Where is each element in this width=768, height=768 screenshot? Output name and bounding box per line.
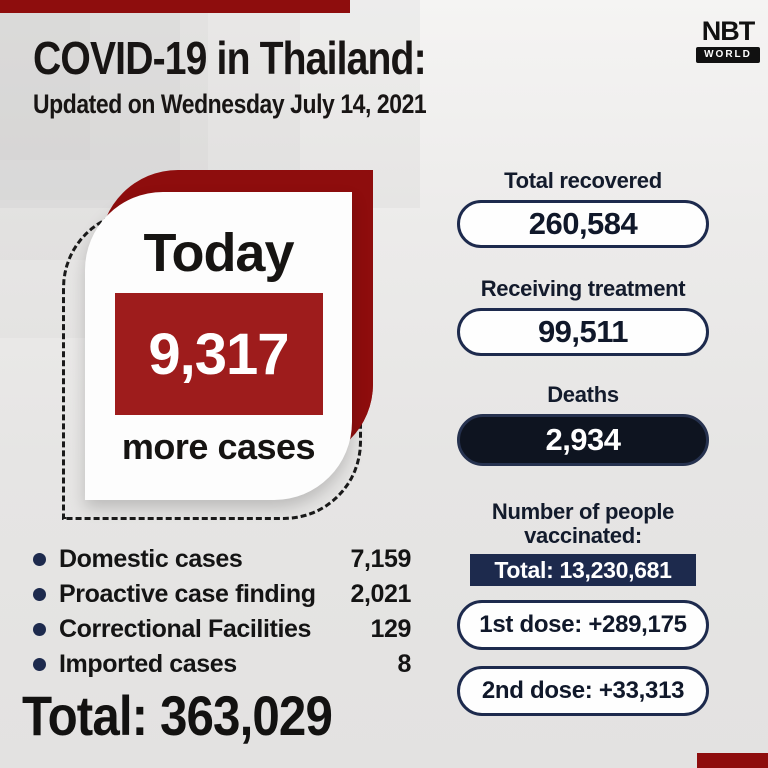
list-item: Domestic cases 7,159 <box>33 542 411 577</box>
first-dose-pill: 1st dose: +289,175 <box>457 600 709 651</box>
stat-label-deaths: Deaths <box>547 382 619 407</box>
breakdown-value: 8 <box>397 650 411 678</box>
breakdown-value: 7,159 <box>350 545 411 573</box>
vaccination-heading: Number of people vaccinated: <box>491 499 675 549</box>
today-caption: more cases <box>121 426 316 467</box>
vaccination-total-box: Total: 13,230,681 <box>470 554 696 587</box>
bullet-icon <box>33 658 46 671</box>
page-title: COVID-19 in Thailand: <box>33 32 427 84</box>
bullet-icon <box>33 588 46 601</box>
bottom-red-bar <box>697 753 768 768</box>
breakdown-label: Proactive case finding <box>59 580 316 608</box>
page-subtitle: Updated on Wednesday July 14, 2021 <box>33 89 427 120</box>
logo-world-badge: WORLD <box>696 47 760 63</box>
breakdown-label: Correctional Facilities <box>59 615 311 643</box>
bullet-icon <box>33 623 46 636</box>
breakdown-value: 2,021 <box>350 580 411 608</box>
background-photo <box>0 0 90 160</box>
stat-pill-treatment: 99,511 <box>457 308 709 356</box>
bullet-icon <box>33 553 46 566</box>
nbt-world-logo: NBT WORLD <box>696 18 760 63</box>
today-count-box: 9,317 <box>114 293 323 415</box>
today-card-body: Today 9,317 more cases <box>85 192 352 500</box>
stat-pill-deaths: 2,934 <box>457 414 709 466</box>
list-item: Correctional Facilities 129 <box>33 612 411 647</box>
grand-total: Total: 363,029 <box>22 684 333 747</box>
stat-label-treatment: Receiving treatment <box>480 276 686 301</box>
stat-pill-recovered: 260,584 <box>457 200 709 248</box>
stats-column: Total recovered 260,584 Receiving treatm… <box>448 168 718 717</box>
second-dose-pill: 2nd dose: +33,313 <box>457 666 709 717</box>
top-red-bar <box>0 0 350 13</box>
list-item: Proactive case finding 2,021 <box>33 577 411 612</box>
case-breakdown-list: Domestic cases 7,159 Proactive case find… <box>33 542 411 682</box>
breakdown-label: Domestic cases <box>59 545 243 573</box>
breakdown-label: Imported cases <box>59 650 237 678</box>
today-card: Today 9,317 more cases <box>62 165 382 530</box>
today-count: 9,317 <box>148 321 289 387</box>
today-label: Today <box>143 223 294 283</box>
breakdown-value: 129 <box>370 615 411 643</box>
header: COVID-19 in Thailand: Updated on Wednesd… <box>33 34 496 120</box>
logo-nbt-text: NBT <box>701 16 756 46</box>
background-photo <box>0 0 300 200</box>
list-item: Imported cases 8 <box>33 647 411 682</box>
stat-label-recovered: Total recovered <box>504 168 662 193</box>
